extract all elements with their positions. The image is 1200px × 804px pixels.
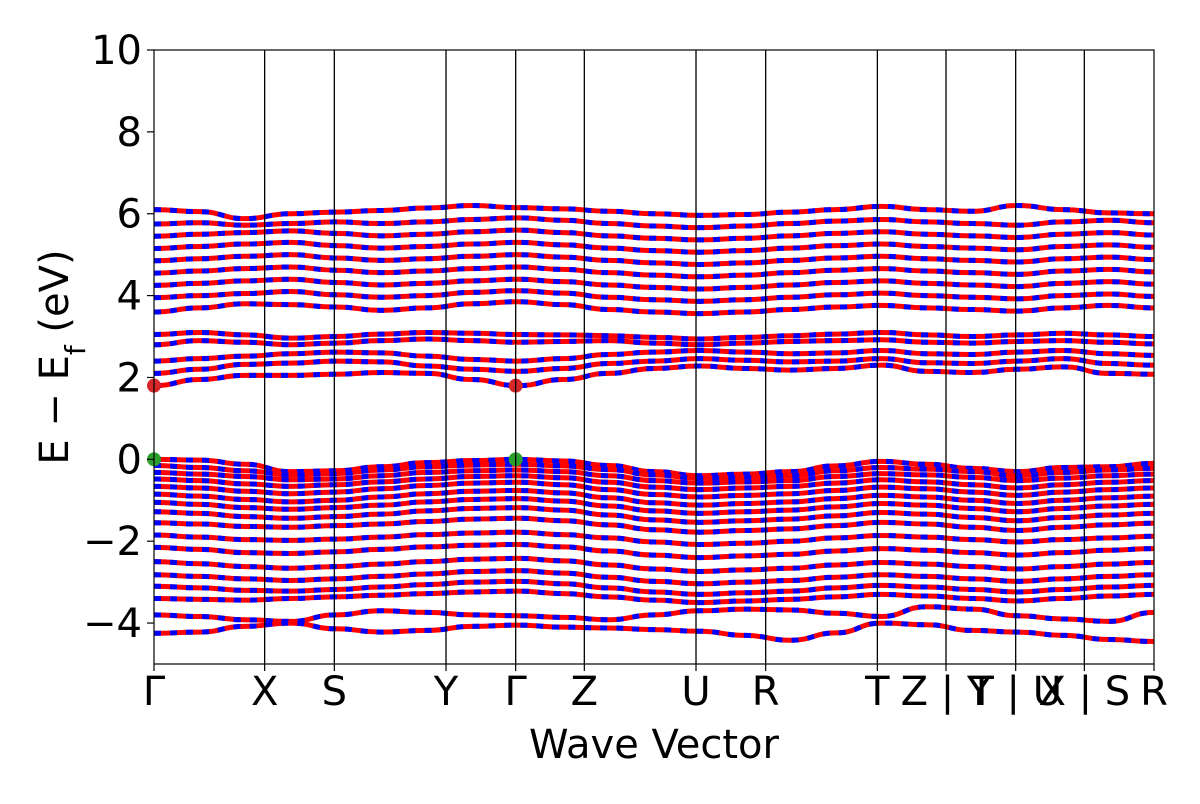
band-line-blue bbox=[153, 473, 1155, 493]
y-axis-label: E − Ef (eV) bbox=[32, 249, 92, 464]
band-line-blue bbox=[153, 329, 1155, 342]
x-tick-label: R bbox=[752, 669, 780, 715]
band-line-blue bbox=[153, 604, 1155, 624]
band-line-blue bbox=[153, 356, 1155, 376]
band-line-blue bbox=[153, 252, 1155, 267]
x-tick-label: X | S bbox=[1038, 669, 1130, 715]
x-tick-label: X bbox=[251, 669, 278, 715]
y-ticks-layer: −4 −2 0 2 4 6 8 10 bbox=[83, 28, 154, 647]
band-line-blue bbox=[153, 461, 1155, 481]
band-line-blue bbox=[153, 505, 1155, 525]
x-tick-label: R bbox=[1140, 669, 1168, 715]
band-line-blue bbox=[153, 479, 1155, 500]
plot-frame bbox=[153, 49, 1155, 665]
y-tick-label: −4 bbox=[83, 601, 142, 647]
band-line-blue bbox=[153, 578, 1155, 597]
band-line-blue bbox=[153, 541, 1155, 561]
y-tick-label: 10 bbox=[91, 28, 142, 74]
x-tick-label: Z bbox=[571, 669, 598, 715]
y-axis-label-main: E − E bbox=[32, 355, 78, 465]
band-line-blue bbox=[153, 568, 1155, 587]
band-line-blue bbox=[153, 336, 1155, 348]
band-line-blue bbox=[153, 276, 1155, 292]
x-tick-label: Γ bbox=[143, 669, 166, 715]
y-axis-label-unit: (eV) bbox=[32, 249, 78, 345]
x-tick-label: Y bbox=[433, 669, 459, 715]
band-line-blue bbox=[153, 362, 1155, 389]
y-tick-label: 2 bbox=[117, 355, 142, 401]
x-tick-label: T bbox=[864, 669, 890, 715]
band-line-blue bbox=[153, 288, 1155, 304]
x-tick-label: Γ bbox=[505, 669, 528, 715]
x-tick-label: T | U bbox=[968, 669, 1062, 715]
band-line-blue bbox=[153, 620, 1155, 644]
band-line-blue bbox=[153, 215, 1155, 231]
kpath-lines-layer bbox=[264, 50, 1085, 664]
y-tick-label: 4 bbox=[117, 274, 142, 320]
band-line-blue bbox=[153, 239, 1155, 255]
y-axis-label-subscript: f bbox=[59, 344, 92, 355]
band-line-blue bbox=[153, 467, 1155, 486]
band-line-blue bbox=[153, 203, 1155, 222]
band-line-blue bbox=[153, 515, 1155, 535]
y-tick-label: 8 bbox=[117, 110, 142, 156]
band-line-blue bbox=[153, 299, 1155, 317]
y-tick-label: −2 bbox=[83, 519, 142, 565]
band-line-blue bbox=[153, 529, 1155, 547]
band-line-blue bbox=[153, 456, 1155, 479]
y-tick-label: 0 bbox=[117, 437, 142, 483]
y-tick-label: 6 bbox=[117, 192, 142, 238]
band-line-blue bbox=[153, 487, 1155, 508]
band-line-blue bbox=[153, 555, 1155, 574]
x-tick-label: S bbox=[322, 669, 347, 715]
band-line-blue bbox=[153, 264, 1155, 280]
x-tick-label: Z | Y bbox=[901, 669, 992, 715]
band-line-blue bbox=[153, 588, 1155, 606]
band-line-blue bbox=[153, 227, 1155, 243]
band-line-blue bbox=[153, 496, 1155, 516]
band-line-blue bbox=[153, 347, 1155, 364]
bands-layer bbox=[153, 203, 1155, 644]
x-tick-label: U bbox=[681, 669, 710, 715]
x-axis-label: Wave Vector bbox=[529, 722, 780, 768]
